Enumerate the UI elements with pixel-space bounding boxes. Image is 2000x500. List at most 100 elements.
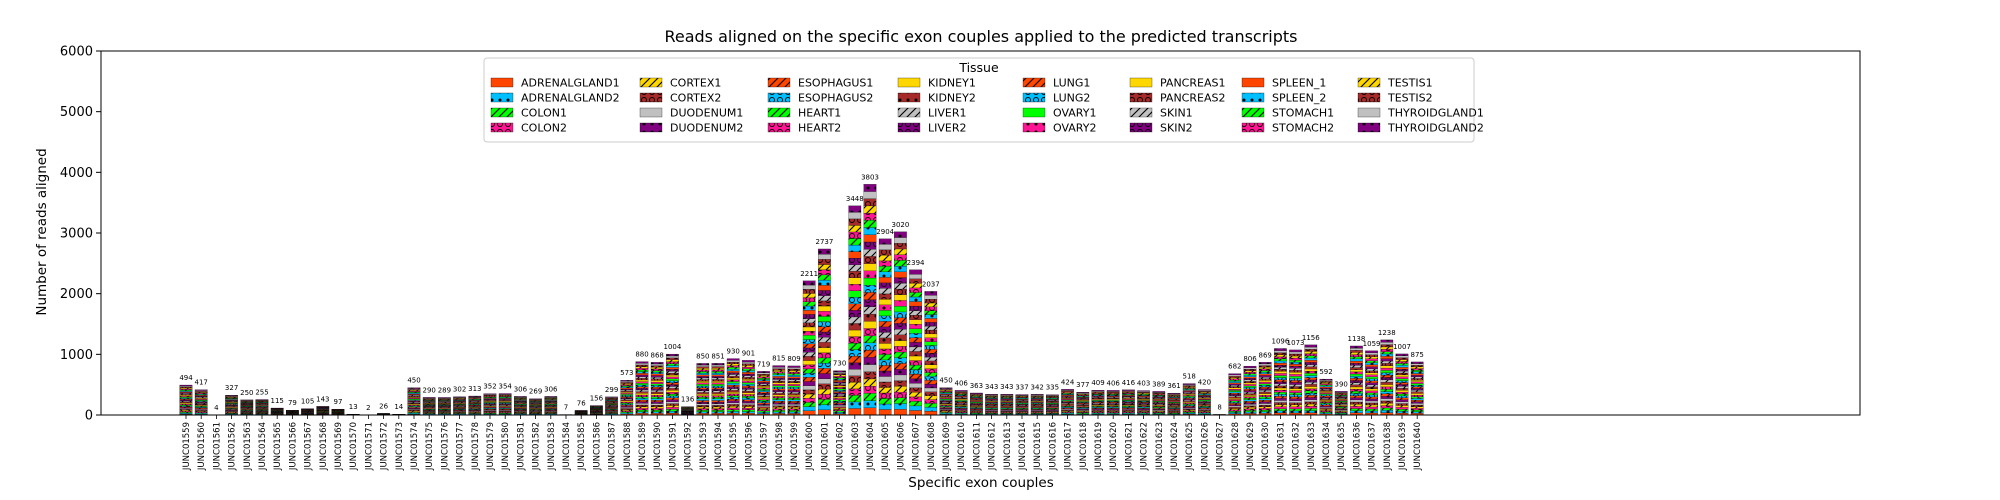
bar-segment [878, 271, 892, 278]
bar-segment [863, 277, 877, 286]
bar-segment [438, 397, 451, 399]
bar-segment [1274, 404, 1287, 407]
bar-JUNC01623 [1152, 391, 1166, 416]
y-tick-label: 5000 [60, 105, 93, 120]
bar-segment [1350, 365, 1363, 368]
bar-segment [818, 352, 831, 359]
bar-segment [909, 315, 922, 320]
bar-segment [1228, 387, 1242, 390]
bar-segment [802, 360, 816, 365]
bar-segment [909, 328, 922, 334]
bar-segment [1304, 377, 1318, 381]
bar-segment [772, 407, 786, 409]
legend-swatch [767, 107, 791, 118]
bar-JUNC01582 [529, 398, 542, 416]
bar-segment [1395, 395, 1409, 398]
bar-segment [179, 398, 193, 401]
legend-label: THYROIDGLAND1 [1387, 107, 1484, 120]
bar-segment [1289, 370, 1302, 373]
bar-segment [787, 408, 801, 411]
bar-total-label: 875 [1411, 351, 1424, 359]
bar-segment [1228, 389, 1242, 391]
bar-segment [1365, 396, 1378, 400]
legend-item-spleen_1: SPLEEN_1 [1241, 77, 1326, 90]
bar-segment [863, 184, 877, 192]
bar-segment [818, 383, 831, 390]
bar-segment [1304, 401, 1318, 405]
bar-segment [1289, 394, 1302, 397]
bar-segment [1228, 392, 1242, 395]
bar-segment [1258, 406, 1272, 409]
bar-total-label: 869 [1259, 351, 1272, 359]
bar-segment [1380, 393, 1394, 397]
bar-segment [757, 395, 770, 398]
bar-segment [848, 225, 862, 233]
bar-segment [909, 296, 922, 302]
bar-segment [1365, 378, 1378, 381]
bar-segment [909, 378, 922, 384]
bar-segment [742, 396, 755, 399]
bar-segment [1061, 389, 1074, 391]
bar-segment [878, 354, 892, 361]
bar-segment [1243, 408, 1257, 411]
bar-segment [742, 370, 755, 373]
bar-segment [1182, 407, 1196, 409]
bar-segment [1228, 378, 1242, 381]
y-tick-label: 3000 [60, 227, 93, 242]
bar-segment [650, 396, 664, 399]
legend-swatch [1022, 92, 1046, 103]
legend-item-testis2: TESTIS2 [1357, 92, 1433, 105]
bar-segment [726, 388, 740, 391]
bar-segment [1243, 396, 1257, 399]
x-tick-label: JUNC01582 [532, 422, 542, 471]
bar-segment [726, 400, 740, 403]
bar-segment [1228, 399, 1242, 401]
bar-segment [1380, 396, 1394, 399]
bar-total-label: 416 [1122, 379, 1136, 387]
bar-segment [924, 368, 938, 373]
bar-segment [407, 404, 421, 406]
bar-segment [863, 328, 877, 336]
bar-segment [1319, 410, 1333, 412]
bar-segment [1380, 391, 1394, 395]
bar-segment [757, 397, 770, 399]
bar-total-label: 3448 [846, 195, 864, 203]
bar-segment [1304, 410, 1318, 413]
bar-segment [772, 396, 786, 399]
bar-segment [833, 376, 846, 378]
bar-segment [635, 384, 649, 387]
bar-segment [179, 396, 193, 398]
bar-segment [787, 396, 801, 399]
bar-segment [878, 387, 892, 394]
bar-segment [848, 271, 862, 278]
bar-JUNC01614 [1015, 394, 1029, 416]
x-tick-label: JUNC01570 [349, 422, 359, 471]
bar-segment [1350, 367, 1363, 370]
bar-segment [1350, 410, 1363, 413]
bar-segment [696, 400, 710, 403]
bar-segment [666, 365, 679, 368]
bar-segment [1274, 356, 1287, 360]
bar-segment [787, 411, 801, 414]
bar-segment [894, 271, 907, 278]
bar-segment [1258, 388, 1272, 391]
bar-JUNC01606 [894, 231, 907, 416]
legend-box [483, 57, 1475, 143]
bar-segment [650, 373, 664, 376]
bar-segment [848, 238, 862, 246]
bar-segment [179, 398, 193, 400]
x-tick-label: JUNC01586 [592, 422, 602, 471]
bar-segment [1030, 394, 1044, 396]
legend-swatch [1357, 122, 1381, 133]
bar-segment [620, 381, 634, 383]
bar-segment [924, 387, 938, 392]
bar-segment [650, 367, 664, 370]
bar-segment [407, 410, 421, 412]
bar-total-label: 1156 [1302, 334, 1320, 342]
x-tick-label: JUNC01631 [1276, 422, 1286, 471]
bar-segment [909, 346, 922, 352]
bar-segment [1319, 403, 1333, 406]
bar-segment [863, 256, 877, 264]
bar-segment [1410, 399, 1424, 402]
bar-JUNC01612 [985, 394, 998, 416]
